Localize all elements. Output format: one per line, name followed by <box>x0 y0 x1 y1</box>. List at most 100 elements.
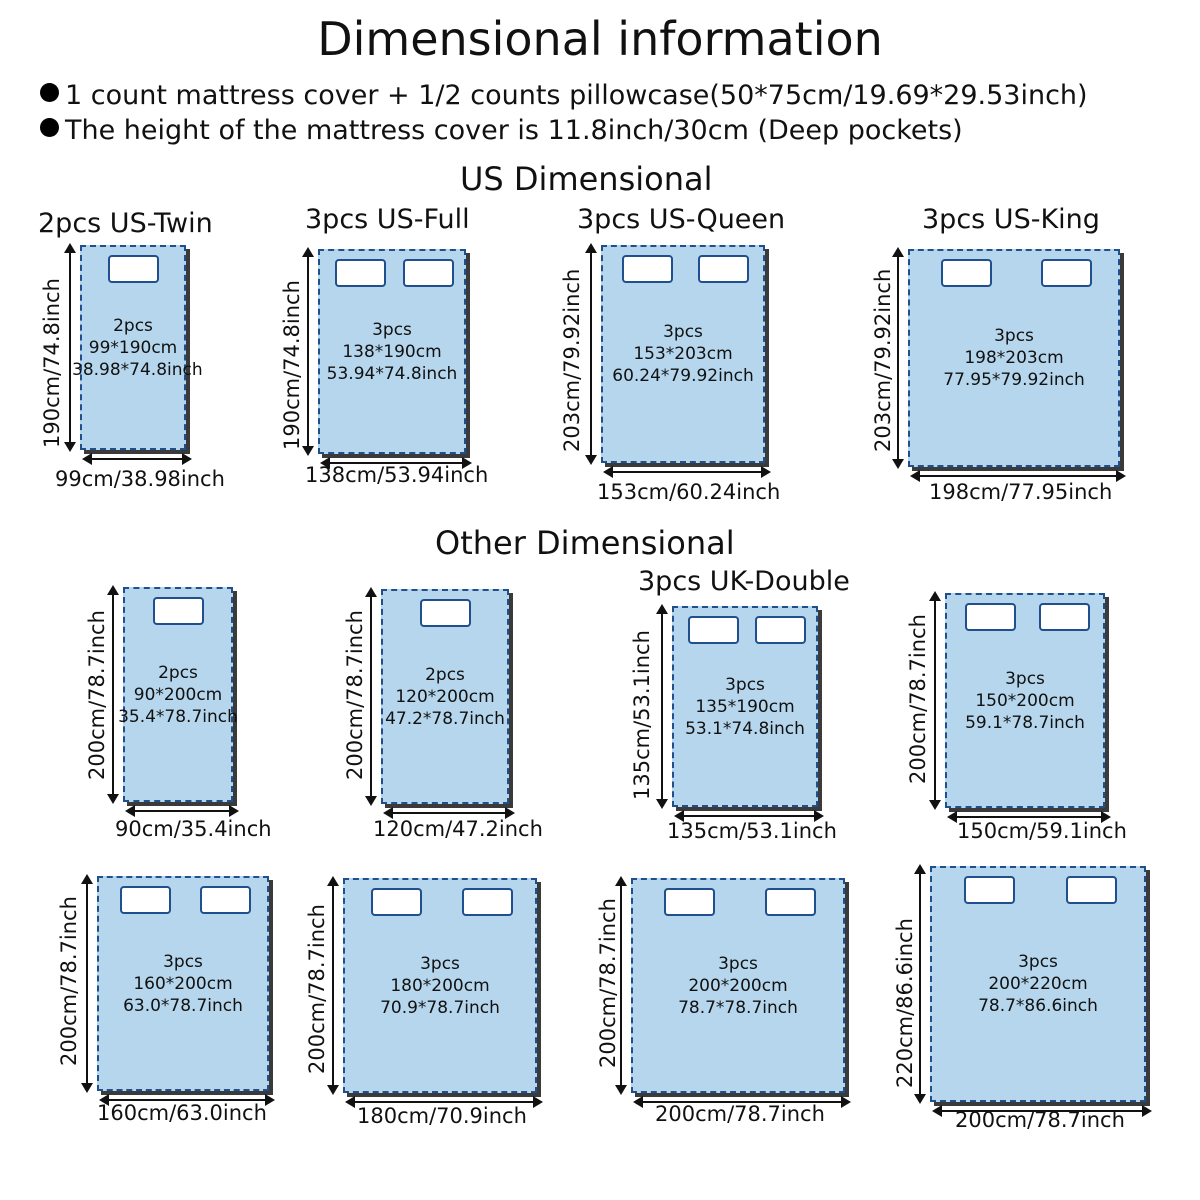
dimension-line <box>347 1101 541 1103</box>
dimension-line <box>912 475 1124 477</box>
arrow-up-icon <box>107 585 119 595</box>
dimension-line <box>86 876 88 1091</box>
width-dimension-text: 150cm/59.1inch <box>957 819 1127 843</box>
bed-size-label: 2pcs US-Twin <box>38 208 213 239</box>
dimension-line <box>84 458 190 460</box>
arrow-down-icon <box>892 459 904 469</box>
width-dimension-arrow <box>82 452 192 466</box>
bed-spec-size-cm: 198*203cm <box>964 348 1064 368</box>
width-dimension-text: 90cm/35.4inch <box>115 817 272 841</box>
bed-spec-size-inch: 59.1*78.7inch <box>965 712 1085 733</box>
pillow-icon <box>963 876 1015 904</box>
bed-spec-pcs: 3pcs <box>372 319 412 340</box>
mattress-cover: 2pcs 120*200cm 47.2*78.7inch <box>381 589 509 804</box>
arrow-down-icon <box>107 794 119 804</box>
arrow-down-icon <box>914 1094 926 1104</box>
bed-spec-pcs: 3pcs <box>718 953 758 974</box>
height-dimension-arrow <box>326 876 340 1095</box>
arrow-up-icon <box>64 243 76 253</box>
pillow-icon <box>664 888 715 916</box>
height-dimension-text: 200cm/78.7inch <box>343 610 367 780</box>
height-dimension-text: 200cm/78.7inch <box>906 614 930 784</box>
bed-spec-size-inch: 53.1*74.8inch <box>685 718 805 739</box>
width-dimension-text: 200cm/78.7inch <box>655 1102 825 1126</box>
dimension-line <box>69 245 71 450</box>
mattress-cover: 2pcs 99*190cm 38.98*74.8inch <box>72 245 203 450</box>
bed-spec-size-cm: 150*200cm <box>975 690 1075 711</box>
height-dimension-arrow <box>913 864 927 1104</box>
bed-size-label: 3pcs US-Queen <box>577 204 786 235</box>
pillow-icon <box>1038 603 1090 631</box>
height-dimension-text: 190cm/74.8inch <box>40 278 64 448</box>
arrow-left-icon <box>320 457 330 469</box>
bed-spec-pcs: 3pcs <box>1005 668 1045 689</box>
section-heading-other: Other Dimensional <box>435 524 735 562</box>
dimension-line <box>949 816 1109 818</box>
width-dimension-text: 198cm/77.95inch <box>929 480 1113 504</box>
bed-spec-text: 3pcs 200*220cm 78.7*86.6inch <box>922 951 1154 1017</box>
width-dimension-arrow <box>320 456 472 470</box>
bullet-text: 1 count mattress cover + 1/2 counts pill… <box>65 80 1088 111</box>
bed-spec-pcs: 3pcs <box>420 953 460 974</box>
bed-spec-size-cm: 138*190cm <box>342 341 442 362</box>
arrow-left-icon <box>910 470 920 482</box>
pillow-icon <box>697 255 749 283</box>
width-dimension-text: 99cm/38.98inch <box>55 467 225 491</box>
mattress-cover: 3pcs 138*190cm 53.94*74.8inch <box>318 249 466 454</box>
section-heading-us: US Dimensional <box>460 160 713 198</box>
dimension-line <box>635 1101 849 1103</box>
bed-spec-text: 3pcs 160*200cm 63.0*78.7inch <box>89 951 277 1017</box>
dimension-line <box>307 249 309 454</box>
mattress-cover: 3pcs 200*200cm 78.7*78.7inch <box>631 878 845 1093</box>
dimension-line <box>919 866 921 1102</box>
arrow-up-icon <box>914 864 926 874</box>
bed-spec-size-inch: 78.7*86.6inch <box>978 996 1098 1016</box>
arrow-right-icon <box>462 457 472 469</box>
bed-spec-size-cm: 120*200cm <box>395 686 495 707</box>
arrow-left-icon <box>674 810 684 822</box>
arrow-up-icon <box>365 587 377 597</box>
arrow-down-icon <box>656 799 668 809</box>
pillow-icon <box>152 597 204 625</box>
height-dimension-arrow <box>584 243 598 465</box>
arrow-right-icon <box>761 466 771 478</box>
arrow-left-icon <box>947 811 957 823</box>
pillow-icon <box>119 886 171 914</box>
arrow-left-icon <box>383 807 393 819</box>
bed-spec-text: 3pcs 153*203cm 60.24*79.92inch <box>593 321 773 387</box>
height-dimension-text: 135cm/53.1inch <box>630 630 654 800</box>
arrow-right-icon <box>1116 470 1126 482</box>
arrow-left-icon <box>932 1105 942 1117</box>
mattress-cover: 3pcs 153*203cm 60.24*79.92inch <box>601 245 765 463</box>
height-dimension-arrow <box>614 876 628 1095</box>
dimension-line <box>385 812 513 814</box>
bullet-item: The height of the mattress cover is 11.8… <box>40 115 963 146</box>
dimension-line <box>332 878 334 1093</box>
dimension-line <box>112 587 114 802</box>
pillow-icon <box>765 888 816 916</box>
arrow-right-icon <box>505 807 515 819</box>
arrow-down-icon <box>81 1083 93 1093</box>
arrow-down-icon <box>64 442 76 452</box>
pillow-icon <box>755 616 806 644</box>
width-dimension-arrow <box>674 809 824 823</box>
bed-spec-size-cm: 160*200cm <box>133 973 233 994</box>
height-dimension-arrow <box>80 874 94 1093</box>
height-dimension-arrow <box>364 587 378 806</box>
height-dimension-text: 200cm/78.7inch <box>596 898 620 1068</box>
mattress-cover: 3pcs 150*200cm 59.1*78.7inch <box>945 593 1105 808</box>
arrow-right-icon <box>533 1096 543 1108</box>
bed-spec-pcs: 2pcs <box>113 315 153 336</box>
mattress-cover: 3pcs 198*203cm 77.95*79.92inch <box>908 249 1120 467</box>
arrow-left-icon <box>603 466 613 478</box>
pillow-icon <box>1065 876 1117 904</box>
pillow-icon <box>688 616 739 644</box>
pillow-icon <box>334 259 386 287</box>
pillow-icon <box>940 259 992 287</box>
height-dimension-text: 203cm/79.92inch <box>560 268 584 452</box>
arrow-right-icon <box>814 810 824 822</box>
mattress-cover: 3pcs 200*220cm 78.7*86.6inch <box>930 866 1146 1102</box>
bed-spec-pcs: 3pcs <box>663 322 703 342</box>
arrow-right-icon <box>1101 811 1111 823</box>
pillow-icon <box>199 886 251 914</box>
